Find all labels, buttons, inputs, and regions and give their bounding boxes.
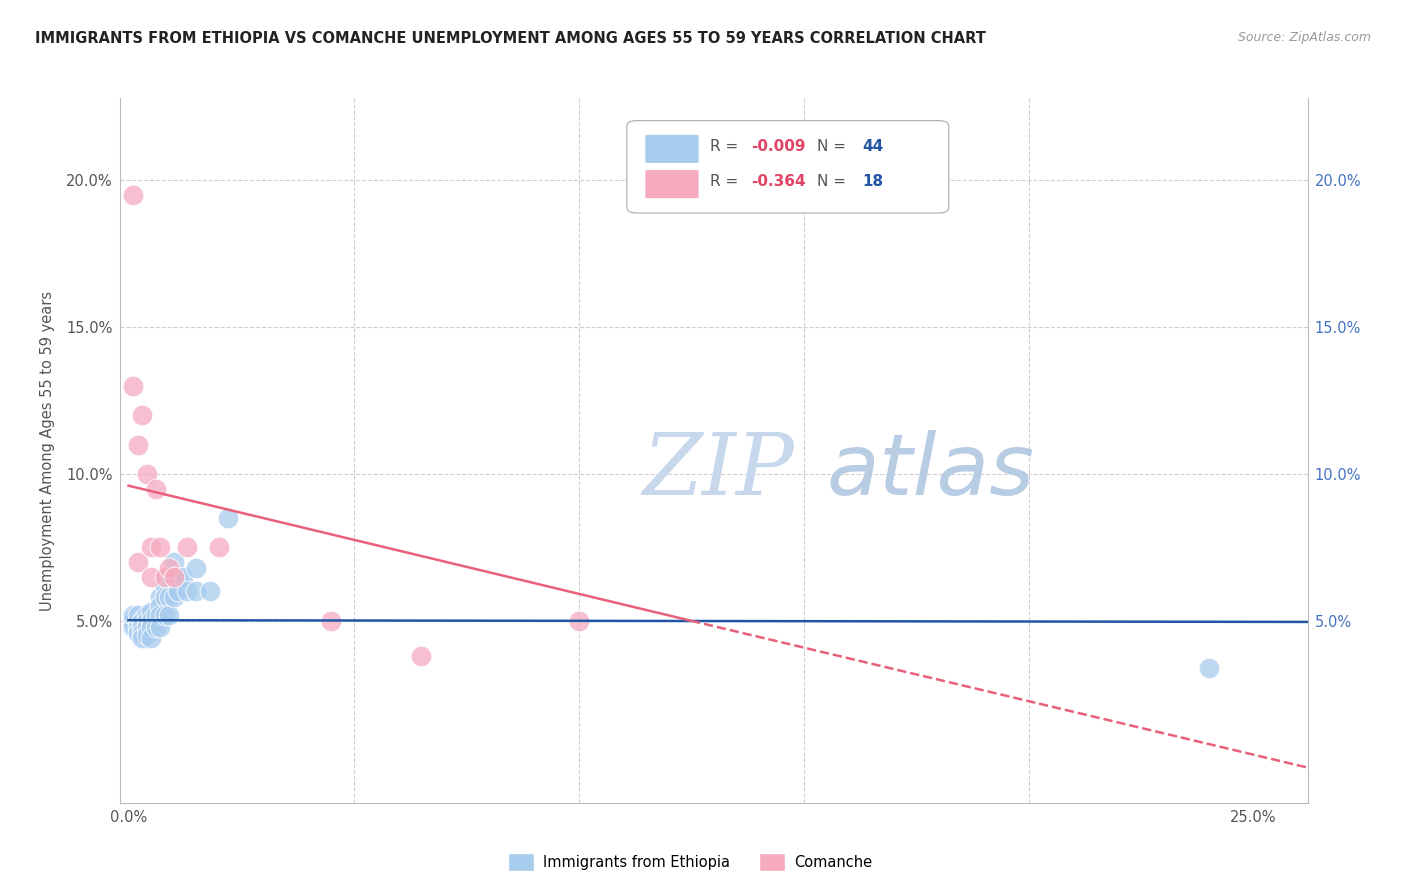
- Point: [122, 607, 145, 622]
- Point: [139, 605, 162, 619]
- Point: [131, 625, 153, 640]
- Point: [319, 614, 342, 628]
- Text: -0.009: -0.009: [752, 139, 806, 154]
- Point: [122, 614, 145, 628]
- Point: [135, 607, 157, 622]
- Point: [131, 409, 153, 423]
- Point: [162, 555, 184, 569]
- Text: -0.364: -0.364: [752, 174, 806, 189]
- Point: [139, 632, 162, 646]
- FancyBboxPatch shape: [644, 134, 699, 163]
- Point: [127, 437, 149, 451]
- Point: [127, 607, 149, 622]
- Point: [157, 607, 180, 622]
- Text: 44: 44: [862, 139, 883, 154]
- Point: [145, 607, 167, 622]
- Point: [198, 584, 221, 599]
- FancyBboxPatch shape: [627, 120, 949, 213]
- Point: [131, 614, 153, 628]
- Text: IMMIGRANTS FROM ETHIOPIA VS COMANCHE UNEMPLOYMENT AMONG AGES 55 TO 59 YEARS CORR: IMMIGRANTS FROM ETHIOPIA VS COMANCHE UNE…: [35, 31, 986, 46]
- Point: [127, 619, 149, 633]
- Point: [135, 619, 157, 633]
- Text: atlas: atlas: [827, 430, 1035, 513]
- Text: R =: R =: [710, 139, 744, 154]
- Point: [149, 541, 172, 555]
- Point: [145, 619, 167, 633]
- Point: [131, 632, 153, 646]
- Point: [127, 614, 149, 628]
- FancyBboxPatch shape: [644, 169, 699, 199]
- Point: [409, 648, 432, 663]
- Point: [149, 599, 172, 613]
- Point: [153, 607, 176, 622]
- Point: [127, 555, 149, 569]
- Point: [127, 625, 149, 640]
- Point: [153, 570, 176, 584]
- Point: [131, 619, 153, 633]
- Point: [139, 541, 162, 555]
- Text: R =: R =: [710, 174, 744, 189]
- Point: [217, 511, 239, 525]
- Legend: Immigrants from Ethiopia, Comanche: Immigrants from Ethiopia, Comanche: [502, 847, 877, 877]
- Point: [567, 614, 589, 628]
- Point: [149, 591, 172, 605]
- Point: [167, 584, 190, 599]
- Point: [157, 591, 180, 605]
- Point: [139, 614, 162, 628]
- Point: [122, 188, 145, 202]
- Point: [162, 570, 184, 584]
- Point: [184, 584, 207, 599]
- Point: [153, 591, 176, 605]
- Point: [122, 619, 145, 633]
- Point: [157, 561, 180, 575]
- Text: N =: N =: [817, 139, 851, 154]
- Point: [139, 570, 162, 584]
- Point: [122, 379, 145, 393]
- Text: 18: 18: [862, 174, 883, 189]
- Point: [135, 628, 157, 642]
- Point: [207, 541, 229, 555]
- Point: [135, 614, 157, 628]
- Point: [131, 614, 153, 628]
- Point: [184, 561, 207, 575]
- Text: Source: ZipAtlas.com: Source: ZipAtlas.com: [1237, 31, 1371, 45]
- Point: [153, 578, 176, 592]
- Point: [145, 482, 167, 496]
- Point: [172, 570, 194, 584]
- Point: [162, 591, 184, 605]
- Point: [176, 541, 198, 555]
- Text: ZIP: ZIP: [643, 430, 794, 513]
- Point: [135, 467, 157, 481]
- Point: [1198, 661, 1220, 675]
- Point: [139, 619, 162, 633]
- Y-axis label: Unemployment Among Ages 55 to 59 years: Unemployment Among Ages 55 to 59 years: [39, 291, 55, 610]
- Point: [122, 614, 145, 628]
- Point: [149, 607, 172, 622]
- Point: [127, 614, 149, 628]
- Point: [176, 584, 198, 599]
- Point: [167, 570, 190, 584]
- Text: N =: N =: [817, 174, 851, 189]
- Point: [149, 619, 172, 633]
